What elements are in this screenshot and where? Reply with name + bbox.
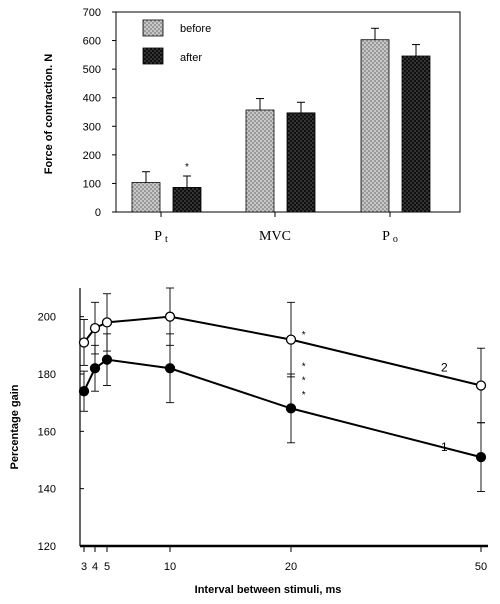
series-label: 2	[441, 360, 448, 374]
data-point	[101, 354, 113, 365]
bar	[401, 55, 431, 213]
line-y-tick-label: 200	[38, 312, 56, 324]
bar-legend: before after	[142, 19, 211, 65]
bar-y-tick-label: 0	[95, 207, 101, 219]
line-x-tick-label: 50	[475, 561, 487, 573]
bar-category-label: MVC	[259, 229, 291, 244]
line-x-tick-label: 10	[164, 561, 176, 573]
bar	[131, 182, 161, 213]
data-point	[475, 380, 487, 391]
bar-y-tick-label: 200	[83, 150, 101, 162]
line-x-tick-label: 3	[81, 561, 87, 573]
significance-marker: *	[185, 162, 189, 173]
bar-y-tick-label: 700	[83, 7, 101, 19]
bar-chart: Force of contraction. N before after 0 10…	[43, 7, 461, 245]
line-y-tick-label: 140	[38, 484, 56, 496]
legend-label-before: before	[180, 23, 211, 35]
data-point	[475, 451, 487, 463]
line-x-axis-label: Interval between stimuli, ms	[195, 584, 342, 596]
bar-y-tick-label: 500	[83, 64, 101, 76]
line-x-tick-label: 20	[285, 561, 297, 573]
data-point	[285, 403, 297, 414]
line-y-axis-label: Percentage gain	[9, 384, 21, 469]
series-label: 1	[441, 440, 448, 454]
bar-y-tick-label: 100	[83, 178, 101, 190]
bar-y-tick-label: 300	[83, 121, 101, 133]
series-line	[83, 358, 482, 459]
line-y-tick-label: 160	[38, 426, 56, 438]
data-point	[285, 334, 297, 345]
bar	[172, 187, 202, 213]
bar	[286, 112, 316, 213]
series-line	[83, 315, 482, 387]
significance-marker: *	[302, 376, 306, 387]
line-x-tick-label: 4	[92, 561, 98, 573]
legend-swatch-after	[142, 47, 164, 65]
legend-swatch-before	[142, 19, 164, 37]
data-point	[78, 337, 90, 348]
data-point	[164, 311, 176, 322]
line-y-tick-label: 180	[38, 369, 56, 381]
line-y-tick-label: 120	[38, 541, 56, 553]
data-point	[89, 363, 101, 374]
bar	[360, 39, 390, 213]
data-point	[164, 363, 176, 374]
bar-y-tick-label: 600	[83, 36, 101, 48]
data-point	[101, 317, 113, 328]
legend-label-after: after	[180, 52, 202, 64]
bar-y-tick-label: 400	[83, 93, 101, 105]
bar	[245, 109, 275, 213]
line-x-tick-label: 5	[104, 561, 110, 573]
bar-y-axis-label: Force of contraction. N	[43, 54, 55, 174]
significance-marker: *	[302, 390, 306, 401]
line-chart: Percentage gain Interval between stimuli…	[9, 287, 488, 596]
data-point	[78, 386, 90, 397]
data-point	[89, 322, 101, 334]
significance-marker: *	[302, 330, 306, 341]
significance-marker: *	[302, 361, 306, 372]
